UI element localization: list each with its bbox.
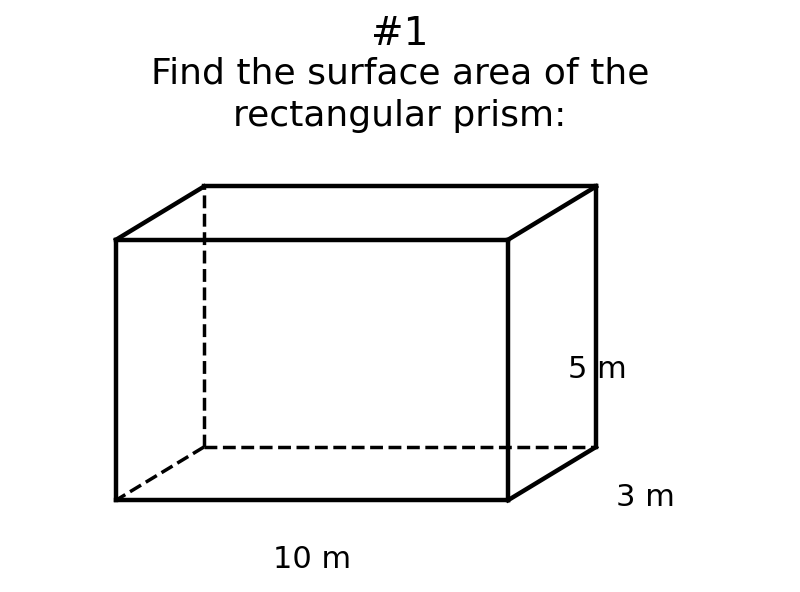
Text: #1: #1 [371, 15, 429, 53]
Text: 10 m: 10 m [273, 545, 351, 574]
Text: Find the surface area of the: Find the surface area of the [151, 56, 649, 90]
Text: 5 m: 5 m [568, 356, 626, 384]
Text: 3 m: 3 m [616, 483, 675, 511]
Text: rectangular prism:: rectangular prism: [234, 99, 566, 133]
